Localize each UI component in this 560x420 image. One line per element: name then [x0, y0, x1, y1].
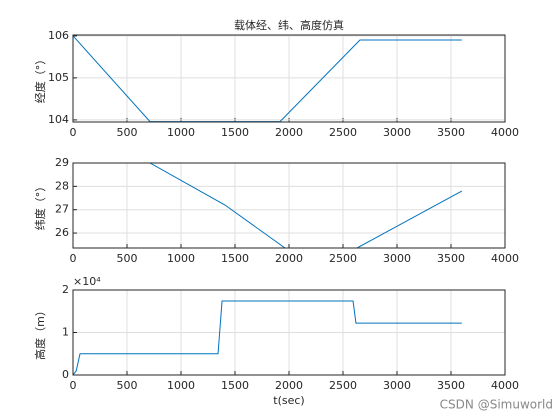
axes-box [72, 34, 506, 123]
x-tick-label: 2000 [275, 126, 303, 139]
y-axis-label: 高度（m） [33, 305, 47, 360]
x-tick-label: 3000 [383, 252, 411, 265]
y-tick-label: 2 [62, 283, 69, 296]
y-tick-label: 26 [55, 226, 69, 239]
x-tick-label: 1500 [221, 379, 249, 392]
x-tick-label: 500 [117, 126, 138, 139]
x-tick-label: 2500 [329, 252, 357, 265]
x-tick-label: 3000 [383, 379, 411, 392]
x-tick-label: 3500 [437, 379, 465, 392]
x-tick-label: 0 [70, 126, 77, 139]
x-tick-label: 3500 [437, 126, 465, 139]
x-tick-label: 2000 [275, 252, 303, 265]
y-tick-label: 29 [55, 156, 69, 169]
x-tick-label: 0 [70, 379, 77, 392]
x-tick-label: 2500 [329, 126, 357, 139]
y-tick-label: 106 [48, 29, 69, 42]
x-tick-label: 500 [117, 379, 138, 392]
x-tick-label: 1000 [167, 252, 195, 265]
x-tick-label: 2500 [329, 379, 357, 392]
exponent-label: ×10⁴ [73, 275, 101, 288]
x-tick-label: 4000 [491, 252, 519, 265]
y-tick-label: 28 [55, 179, 69, 192]
y-tick-label: 1 [62, 326, 69, 339]
y-axis-label: 经度（°） [33, 54, 47, 104]
x-tick-label: 4000 [491, 126, 519, 139]
axes-box [72, 162, 506, 249]
x-tick-label: 4000 [491, 379, 519, 392]
x-tick-label: 1500 [221, 126, 249, 139]
axes-box [72, 289, 506, 376]
x-tick-label: 1000 [167, 379, 195, 392]
x-tick-label: 0 [70, 252, 77, 265]
y-tick-label: 104 [48, 113, 69, 126]
x-tick-label: 3000 [383, 126, 411, 139]
y-tick-label: 27 [55, 203, 69, 216]
chart-title: 载体经、纬、高度仿真 [234, 18, 344, 32]
x-tick-label: 3500 [437, 252, 465, 265]
x-tick-label: 500 [117, 252, 138, 265]
x-tick-label: 2000 [275, 379, 303, 392]
y-tick-label: 105 [48, 71, 69, 84]
x-tick-label: 1000 [167, 126, 195, 139]
x-tick-label: 1500 [221, 252, 249, 265]
watermark: CSDN @Simuworld [440, 398, 553, 412]
x-axis-label: t(sec) [273, 394, 304, 407]
y-tick-label: 0 [62, 368, 69, 381]
data-line [72, 300, 462, 376]
y-axis-label: 纬度（°） [33, 181, 47, 231]
